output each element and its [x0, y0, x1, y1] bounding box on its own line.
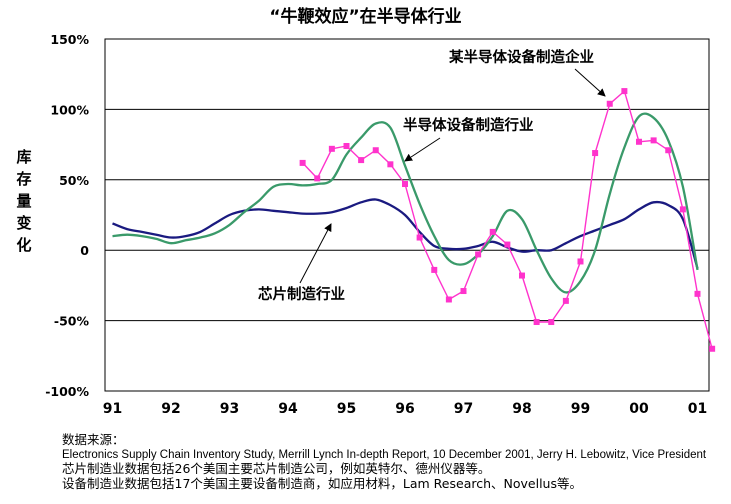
tick-labels: 150% 100% 50% 0 -50% -100% 91 92 93 94 95 96 97 98 99 0… — [45, 32, 707, 417]
y-axis-label-char: 化 — [16, 236, 32, 254]
source-heading: 数据来源： — [62, 432, 125, 447]
annotation-chips-arrow — [299, 223, 332, 284]
x-tick-label: 98 — [512, 401, 531, 417]
company-data-point — [489, 228, 496, 235]
company-data-point — [548, 319, 555, 326]
company-data-point — [402, 181, 408, 188]
y-axis-label-char: 量 — [16, 192, 32, 210]
y-tick-label: 0 — [80, 243, 89, 258]
y-tick-label: 150% — [50, 32, 89, 47]
company-data-point — [562, 297, 569, 304]
chips-series-line — [112, 198, 699, 269]
company-data-point — [299, 159, 306, 166]
company-data-point — [606, 100, 613, 107]
company-data-point — [416, 234, 423, 241]
y-tick-label: 50% — [59, 173, 89, 188]
company-data-point — [636, 138, 642, 145]
y-tick-label: -50% — [54, 314, 90, 329]
x-tick-label: 97 — [454, 401, 473, 417]
company-data-point — [679, 206, 686, 213]
company-data-point — [387, 161, 394, 168]
y-tick-label: 100% — [50, 102, 89, 117]
annotation-company: 某半导体设备制造企业 — [449, 48, 594, 66]
company-data-point — [343, 143, 350, 150]
company-data-point — [431, 266, 438, 273]
company-data-point — [445, 296, 452, 303]
company-data-point — [504, 241, 511, 248]
company-data-point — [314, 175, 321, 182]
company-data-point — [665, 147, 672, 154]
plot-border — [104, 38, 710, 392]
company-data-point — [533, 319, 540, 326]
x-tick-label: 99 — [571, 401, 590, 417]
x-tick-label: 94 — [278, 401, 298, 417]
company-data-point — [358, 157, 365, 164]
company-data-point — [519, 272, 525, 279]
x-tick-label: 96 — [395, 401, 414, 417]
y-axis-label-char: 变 — [16, 214, 32, 232]
company-data-point — [328, 145, 335, 152]
source-notes: 数据来源： Electronics Supply Chain Inventory… — [62, 432, 707, 491]
annotation-equipment: 半导体设备制造行业 — [403, 116, 534, 134]
company-data-point — [650, 137, 657, 144]
company-data-point — [372, 147, 379, 154]
source-line-3: 设备制造业数据包括17个美国主要设备制造商，如应用材料，Lam Research… — [62, 475, 582, 491]
company-data-point — [475, 251, 482, 258]
annotation-company-arrow — [574, 68, 606, 97]
grid-lines — [104, 38, 710, 392]
y-tick-label: -100% — [45, 384, 89, 399]
x-tick-label: 01 — [688, 401, 707, 417]
chart-title: “牛鞭效应”在半导体行业 — [269, 7, 462, 27]
source-line-2: 芯片制造业数据包括26个美国主要芯片制造公司，例如英特尔、德州仪器等。 — [62, 461, 491, 476]
company-data-point — [621, 88, 628, 95]
source-line-1: Electronics Supply Chain Inventory Study… — [62, 448, 707, 461]
company-data-point — [694, 290, 701, 297]
annotation-equipment-arrow — [404, 137, 441, 162]
x-tick-label: 92 — [161, 401, 180, 417]
x-tick-label: 93 — [220, 401, 239, 417]
x-tick-label: 95 — [337, 401, 356, 417]
company-data-point — [577, 258, 584, 265]
x-tick-label: 91 — [103, 401, 122, 417]
x-tick-label: 00 — [629, 401, 649, 417]
company-data-point — [709, 345, 716, 352]
annotation-chips: 芯片制造行业 — [258, 285, 345, 303]
y-axis-label-char: 存 — [16, 170, 32, 188]
company-data-point — [460, 288, 467, 295]
y-axis-label: 库存量变化 — [14, 146, 34, 256]
series-markers — [299, 88, 716, 352]
company-data-point — [592, 150, 599, 157]
equipment-series-line — [112, 112, 699, 294]
y-axis-label-char: 库 — [16, 148, 32, 166]
